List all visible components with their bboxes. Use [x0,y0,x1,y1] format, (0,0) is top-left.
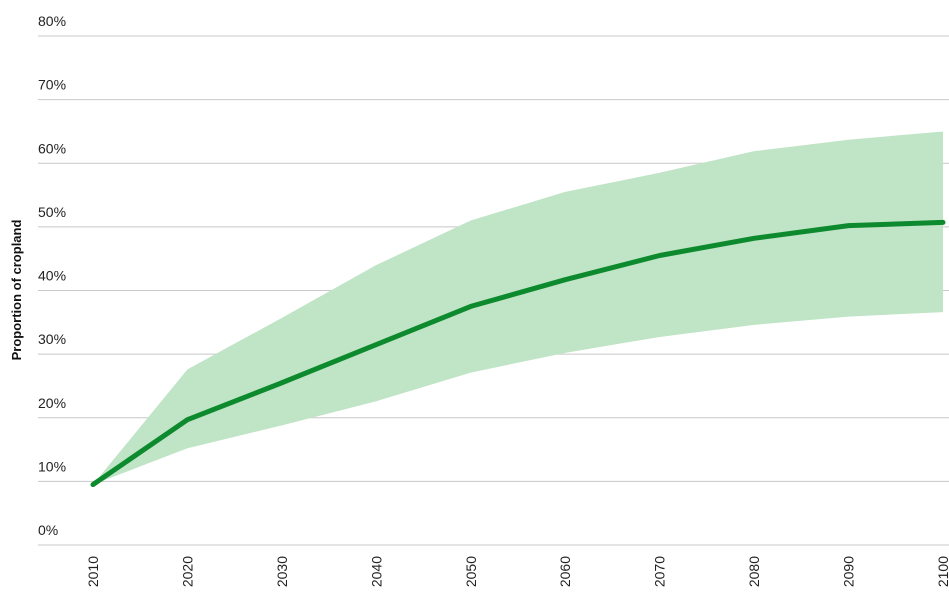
y-tick-label: 60% [38,140,66,156]
y-axis-label: Proportion of cropland [9,220,24,361]
y-tick-label: 50% [38,204,66,220]
y-tick-label: 10% [38,458,66,474]
uncertainty-band [93,131,943,485]
y-tick-label: 30% [38,331,66,347]
x-tick-label: 2020 [179,556,195,587]
y-axis-ticks: 0% 10% 20% 30% 40% 50% 60% 70% 80% [38,13,66,538]
uncertainty-band-layer [93,131,943,485]
x-tick-label: 2100 [935,556,949,587]
y-tick-label: 0% [38,522,58,538]
x-tick-label: 2040 [368,556,384,587]
y-tick-label: 80% [38,13,66,29]
x-tick-label: 2060 [557,556,573,587]
series-line-layer [90,219,946,488]
x-tick-label: 2010 [85,556,101,587]
series-line [90,219,946,488]
y-tick-label: 70% [38,77,66,93]
x-tick-label: 2070 [652,556,668,587]
y-tick-label: 20% [38,395,66,411]
x-tick-label: 2050 [463,556,479,587]
x-tick-label: 2080 [746,556,762,587]
y-tick-label: 40% [38,268,66,284]
x-tick-label: 2030 [274,556,290,587]
x-axis-ticks: 2010 2020 2030 2040 2050 2060 2070 2080 2090 2100 [85,556,949,587]
x-tick-label: 2090 [841,556,857,587]
